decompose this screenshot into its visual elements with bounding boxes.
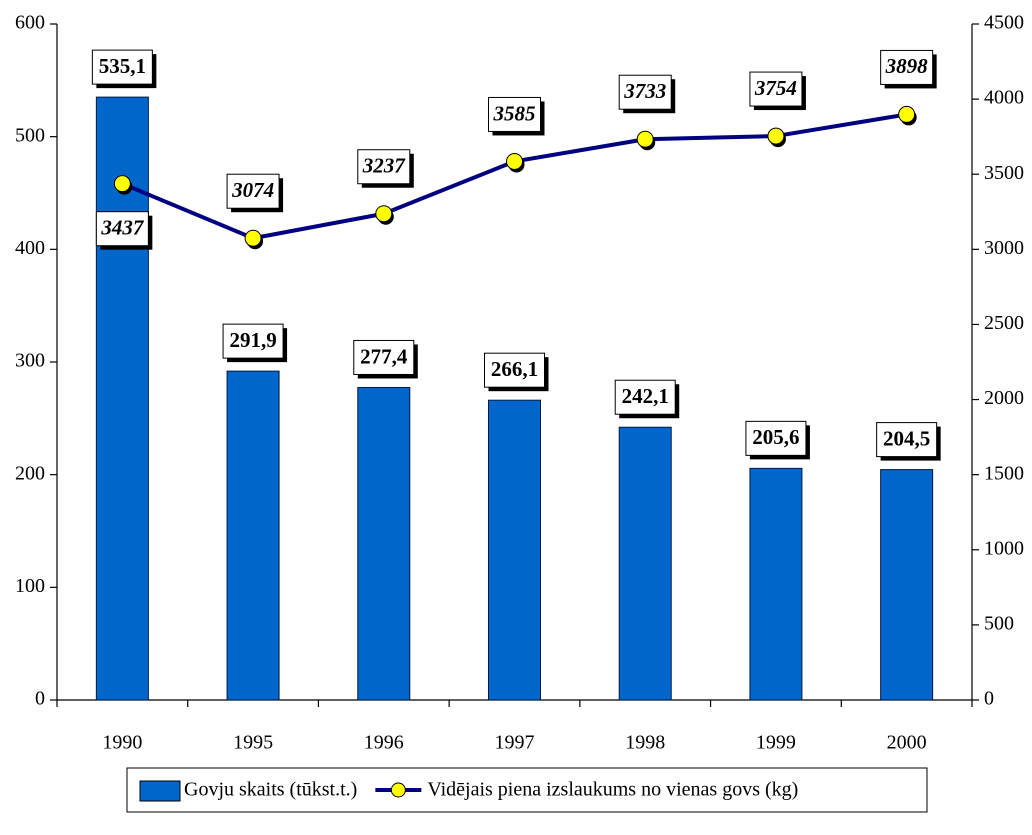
bar	[749, 467, 803, 701]
data-label: 3237	[362, 154, 407, 178]
data-label: 291,9	[229, 328, 276, 352]
data-label: 3754	[754, 76, 797, 100]
data-label: 266,1	[491, 357, 538, 381]
y-tick-label: 600	[15, 12, 45, 34]
bar	[880, 469, 934, 701]
marker	[375, 205, 393, 223]
data-label: 3074	[231, 178, 274, 202]
data-label: 277,4	[360, 344, 408, 368]
legend-box	[126, 767, 928, 813]
y2-tick-label: 500	[984, 612, 1014, 634]
label-box	[618, 74, 672, 110]
y2-tick-label: 1500	[984, 462, 1024, 484]
data-label: 204,5	[883, 426, 930, 450]
data-label: 205,6	[752, 425, 799, 449]
y2-tick-label: 2500	[984, 312, 1024, 334]
y2-tick-label: 0	[984, 688, 994, 710]
marker	[113, 175, 131, 193]
x-tick-label: 2000	[887, 732, 927, 754]
marker	[767, 127, 785, 145]
label-box	[484, 352, 545, 388]
data-label: 535,1	[99, 54, 146, 78]
data-label: 3585	[493, 101, 536, 125]
label-box	[749, 71, 803, 107]
label-box	[226, 173, 280, 209]
label-box	[876, 422, 938, 458]
data-label: 242,1	[622, 384, 669, 408]
bar	[226, 370, 280, 701]
marker	[506, 152, 523, 170]
marker	[244, 229, 262, 247]
x-tick-label: 1997	[495, 732, 535, 754]
x-tick-label: 1996	[364, 732, 404, 754]
label-box	[91, 49, 153, 85]
marker	[636, 130, 654, 148]
bar	[488, 399, 541, 701]
data-label: 3437	[100, 215, 145, 239]
y2-tick-label: 2000	[984, 387, 1024, 409]
x-tick-label: 1998	[625, 732, 665, 754]
x-tick-label: 1999	[756, 732, 796, 754]
y-tick-label: 400	[15, 237, 45, 259]
bar	[618, 426, 672, 701]
y2-tick-label: 3000	[984, 237, 1024, 259]
label-box	[95, 211, 149, 247]
label-box	[488, 96, 541, 132]
y-tick-label: 500	[15, 124, 45, 146]
data-label: 3898	[885, 54, 929, 78]
legend-label: Govju skaits (tūkst.t.)	[184, 779, 357, 801]
label-box	[357, 149, 411, 185]
y2-tick-label: 4500	[984, 12, 1024, 34]
legend-label: Vidējais piena izslaukums no vienas govs…	[427, 779, 798, 801]
data-label: 3733	[623, 79, 666, 103]
y2-tick-label: 4000	[984, 87, 1024, 109]
marker	[898, 105, 916, 123]
y2-tick-label: 1000	[984, 537, 1024, 559]
x-tick-label: 1995	[233, 732, 273, 754]
y2-tick-label: 3500	[984, 162, 1024, 184]
y-tick-label: 100	[15, 575, 45, 597]
y-tick-label: 300	[15, 350, 45, 372]
label-box	[353, 339, 415, 375]
legend-marker	[390, 782, 406, 798]
y-tick-label: 200	[15, 462, 45, 484]
y-tick-label: 0	[35, 688, 45, 710]
bar	[357, 386, 411, 701]
bar	[95, 96, 149, 701]
label-box	[745, 420, 807, 456]
label-box	[614, 379, 676, 415]
label-box	[222, 323, 284, 359]
x-tick-label: 1990	[102, 732, 142, 754]
legend-swatch	[139, 780, 181, 802]
label-box	[880, 49, 934, 85]
